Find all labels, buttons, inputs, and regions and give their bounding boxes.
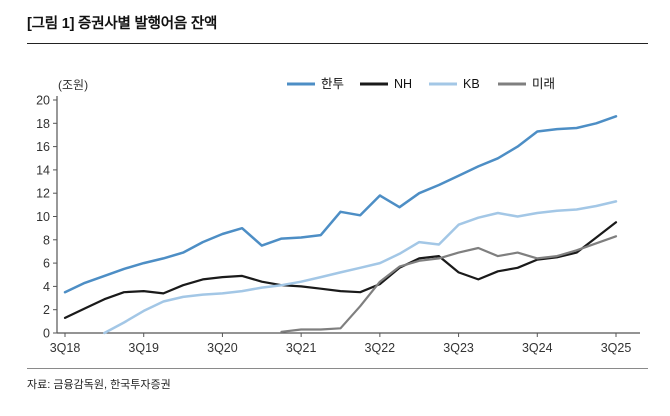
x-tick-label: 3Q25 [601, 341, 632, 355]
y-tick-label: 20 [36, 94, 50, 108]
legend-label-mirae: 미래 [532, 77, 555, 91]
line-chart: 0 2 4 6 8 10 12 14 16 18 20 3Q18 3Q19 3Q20 3Q21 3Q22 3Q2… [36, 77, 640, 355]
x-tick-label: 3Q20 [207, 341, 238, 355]
title-divider [27, 43, 648, 44]
legend-label-hantu: 한투 [321, 77, 344, 91]
series-line-mirae [280, 235, 618, 333]
x-tick-label: 3Q24 [522, 341, 553, 355]
x-tick-label: 3Q21 [286, 341, 317, 355]
y-tick-label: 16 [36, 140, 50, 154]
y-tick-label: 12 [36, 187, 50, 201]
x-tick-label: 3Q22 [365, 341, 396, 355]
y-tick-label: 2 [43, 303, 50, 317]
legend-item-hantu: 한투 [287, 77, 344, 91]
legend-item-mirae: 미래 [498, 77, 555, 91]
series-line-hantu [63, 115, 618, 294]
y-tick-label: 6 [43, 257, 50, 271]
y-tick-label: 14 [36, 163, 50, 177]
x-tick-label: 3Q18 [50, 341, 81, 355]
y-axis-unit-label: (조원) [58, 78, 88, 92]
legend-item-nh: NH [360, 77, 412, 91]
source-note: 자료: 금융감독원, 한국투자증권 [27, 379, 171, 391]
x-tick-label: 3Q23 [443, 341, 474, 355]
series-line-nh [63, 221, 618, 319]
y-tick-label: 18 [36, 117, 50, 131]
x-tick-label: 3Q19 [128, 341, 159, 355]
y-tick-label: 8 [43, 233, 50, 247]
legend-item-kb: KB [429, 77, 480, 91]
footer-divider [27, 368, 648, 369]
y-tick-label: 0 [43, 327, 50, 341]
y-tick-label: 4 [43, 280, 50, 294]
legend-label-nh: NH [394, 77, 412, 91]
y-tick-label: 10 [36, 210, 50, 224]
legend-label-kb: KB [463, 77, 480, 91]
series-line-kb [103, 200, 618, 335]
figure-title: [그림 1] 증권사별 발행어음 잔액 [27, 16, 218, 32]
